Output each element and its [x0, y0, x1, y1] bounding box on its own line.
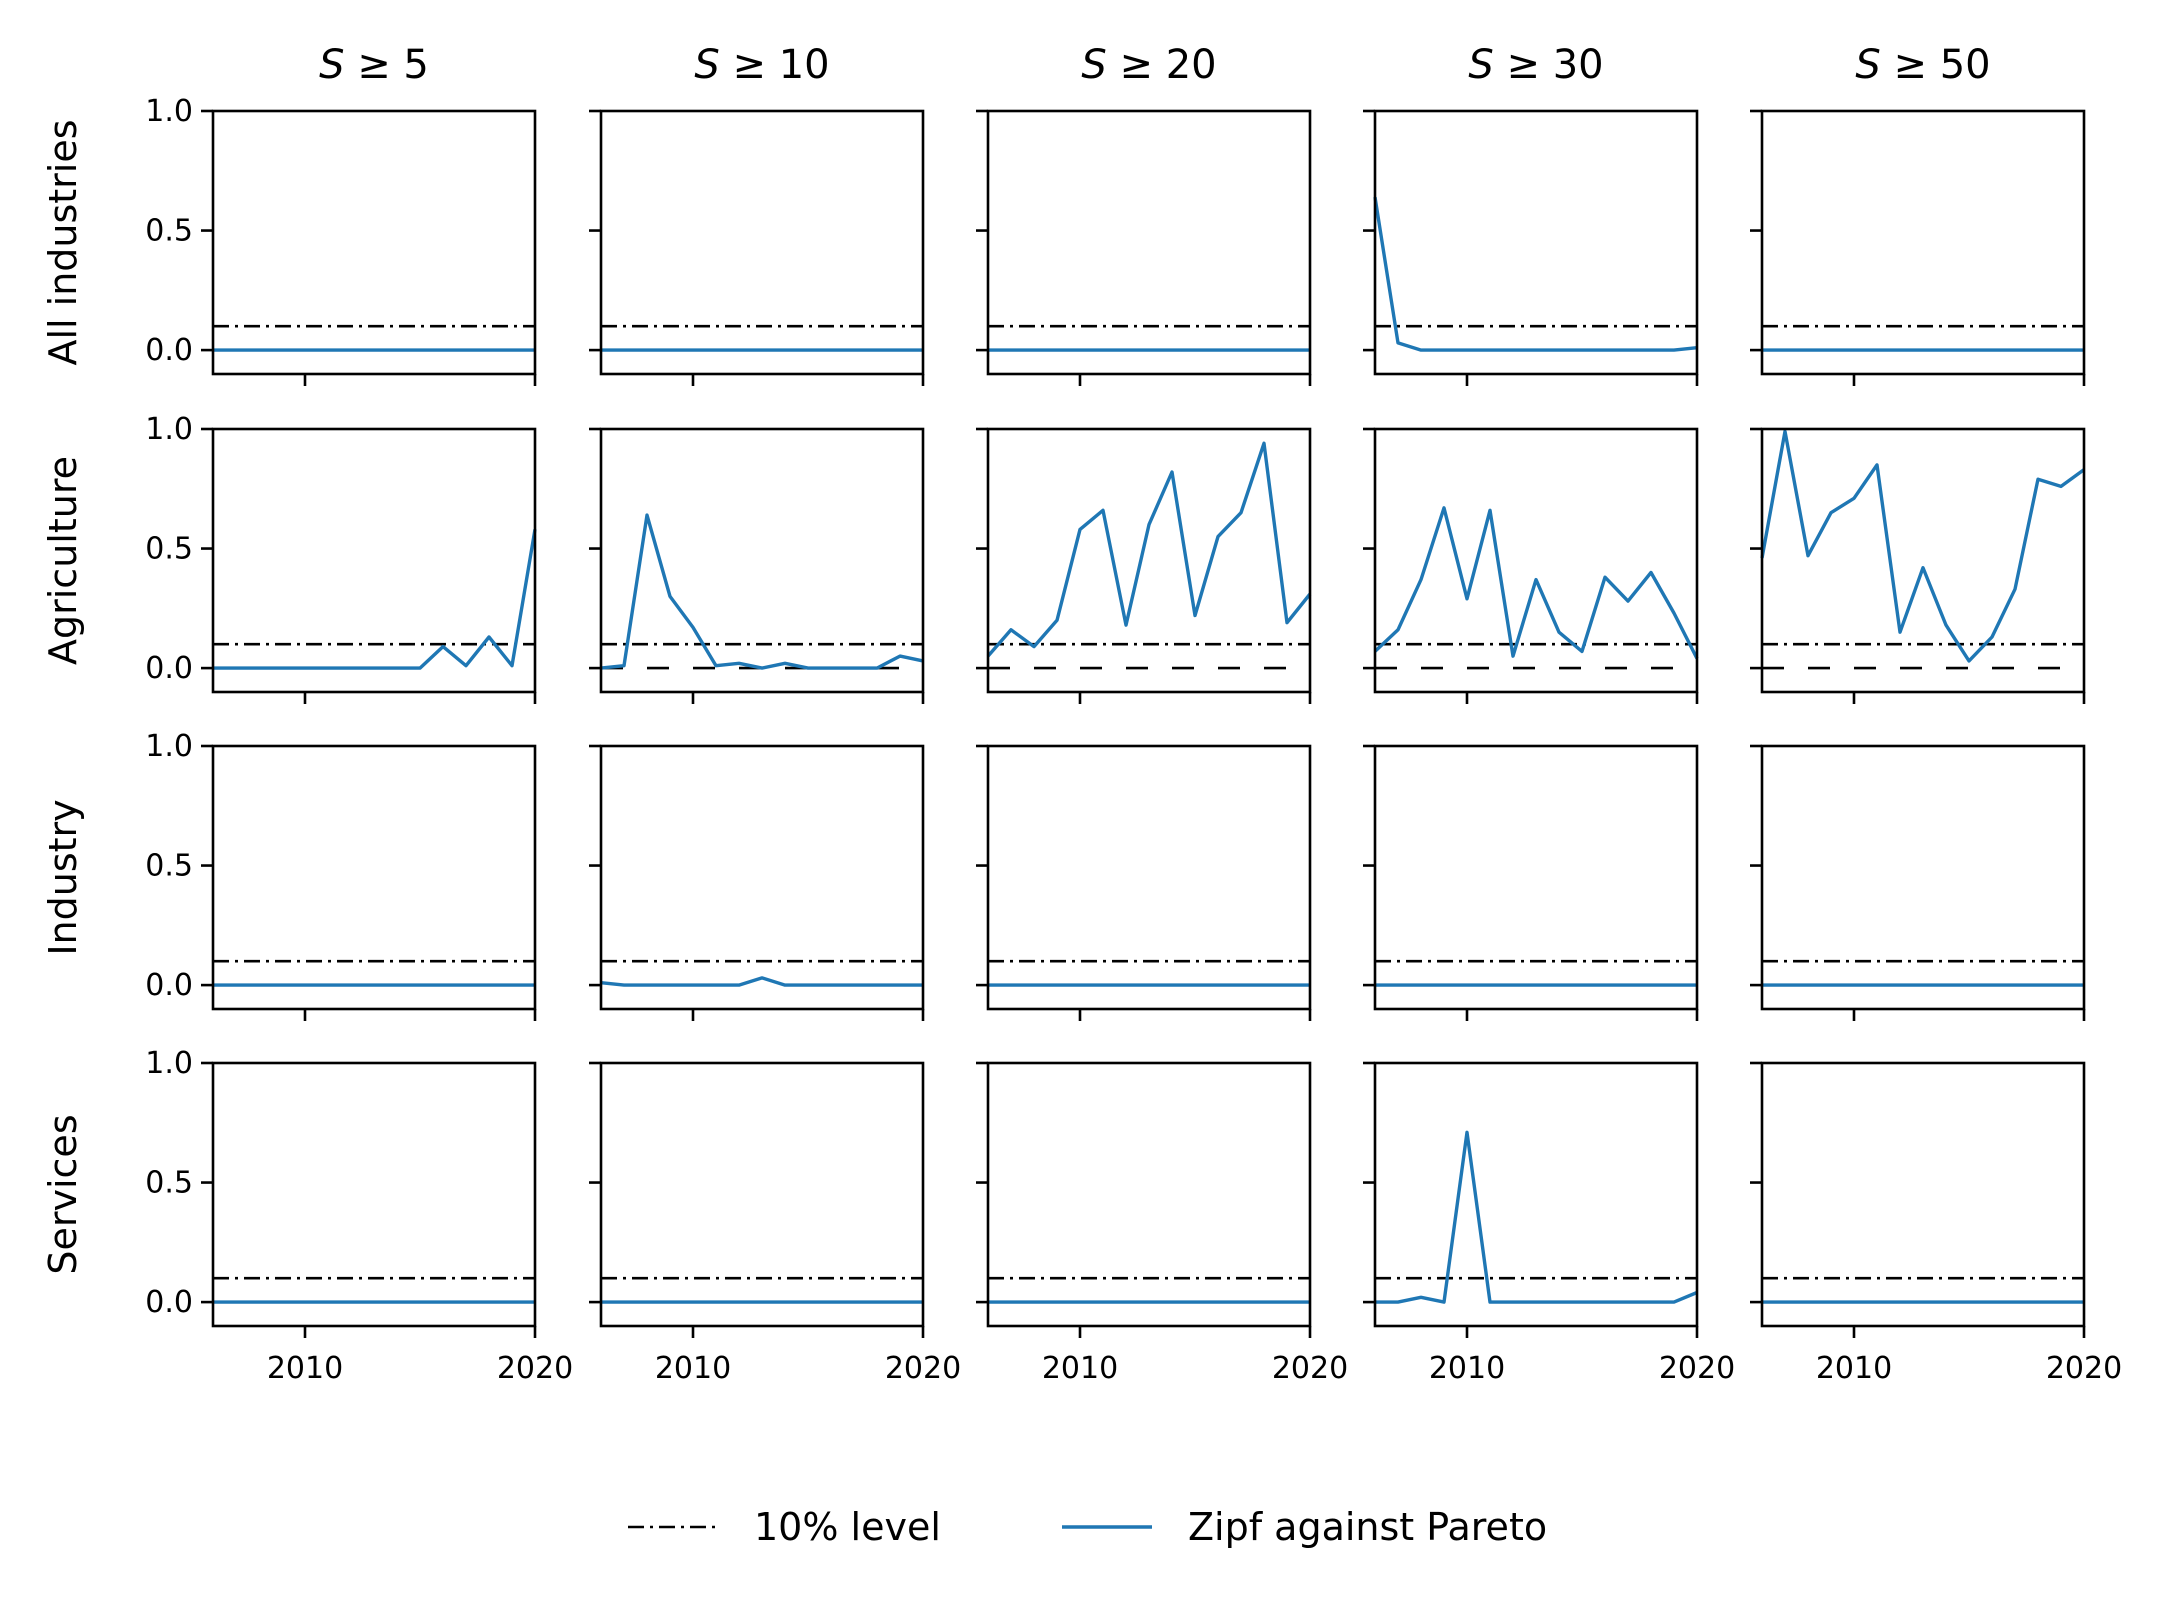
series-line-r1-c4 [1760, 429, 2086, 663]
series-line-r2-c1 [600, 976, 923, 987]
series-line-r0-c3 [1373, 196, 1698, 352]
column-title-1: S ≥ 10 [694, 42, 829, 88]
y-tick-label-r1-c0: 1.0 [145, 412, 193, 447]
axes-frame-r3-c1 [599, 1061, 925, 1328]
axes-frame-r1-c2 [986, 427, 1312, 694]
x-tick-label-r3-c0: 2020 [497, 1351, 573, 1386]
x-tick-label-r3-c2: 2020 [1272, 1351, 1348, 1386]
x-tick-label-r3-c4: 2020 [2046, 1351, 2122, 1386]
series-line-r1-c0 [213, 529, 537, 670]
axes-frame-r2-c3 [1373, 744, 1699, 1011]
axes-frame-r3-c2 [986, 1061, 1312, 1328]
axes-frame-r0-c3 [1373, 109, 1699, 376]
series-line-r1-c1 [600, 513, 924, 670]
row-label-3: Services [41, 1114, 85, 1274]
column-title-0: S ≥ 5 [319, 42, 429, 88]
column-title-4: S ≥ 50 [1855, 42, 1990, 88]
x-tick-label-r3-c0: 2010 [267, 1351, 343, 1386]
y-tick-label-r0-c0: 0.0 [145, 333, 193, 368]
axes-frame-r2-c1 [599, 744, 925, 1011]
series-line-r1-c2 [986, 441, 1312, 658]
x-tick-label-r3-c2: 2010 [1042, 1351, 1118, 1386]
column-title-3: S ≥ 30 [1468, 42, 1603, 88]
axes-frame-r0-c0 [211, 109, 537, 376]
x-tick-label-r3-c1: 2020 [885, 1351, 961, 1386]
legend-label-series: Zipf against Pareto [1188, 1505, 1547, 1549]
axes-frame-r3-c0 [211, 1061, 537, 1328]
axes-frame-r0-c1 [599, 109, 925, 376]
y-tick-label-r2-c0: 0.0 [145, 968, 193, 1003]
axes-frame-r0-c2 [986, 109, 1312, 376]
y-tick-label-r3-c0: 0.0 [145, 1285, 193, 1320]
series-line-r1-c3 [1373, 506, 1699, 660]
x-tick-label-r3-c3: 2010 [1429, 1351, 1505, 1386]
y-tick-label-r0-c0: 1.0 [145, 94, 193, 129]
axes-frame-r1-c4 [1760, 427, 2086, 694]
y-tick-label-r2-c0: 0.5 [145, 849, 193, 884]
x-tick-label-r3-c4: 2010 [1816, 1351, 1892, 1386]
x-tick-label-r3-c1: 2010 [655, 1351, 731, 1386]
axes-frame-r3-c3 [1373, 1061, 1699, 1328]
row-label-2: Industry [41, 799, 85, 955]
axes-frame-r2-c0 [211, 744, 537, 1011]
axes-frame-r2-c2 [986, 744, 1312, 1011]
column-title-2: S ≥ 20 [1081, 42, 1216, 88]
axes-frame-r0-c4 [1760, 109, 2086, 376]
axes-frame-r1-c1 [599, 427, 925, 694]
axes-frame-r1-c0 [211, 427, 537, 694]
y-tick-label-r2-c0: 1.0 [145, 729, 193, 764]
y-tick-label-r1-c0: 0.5 [145, 532, 193, 567]
legend-label-reference: 10% level [754, 1505, 941, 1549]
x-tick-label-r3-c3: 2020 [1659, 1351, 1735, 1386]
y-tick-label-r3-c0: 1.0 [145, 1046, 193, 1081]
axes-frame-r1-c3 [1373, 427, 1699, 694]
row-label-1: Agriculture [41, 456, 85, 665]
row-label-0: All industries [41, 119, 85, 365]
series-line-r3-c3 [1375, 1130, 1698, 1304]
y-tick-label-r0-c0: 0.5 [145, 214, 193, 249]
axes-frame-r3-c4 [1760, 1061, 2086, 1328]
y-tick-label-r1-c0: 0.0 [145, 651, 193, 686]
axes-frame-r2-c4 [1760, 744, 2086, 1011]
y-tick-label-r3-c0: 0.5 [145, 1166, 193, 1201]
